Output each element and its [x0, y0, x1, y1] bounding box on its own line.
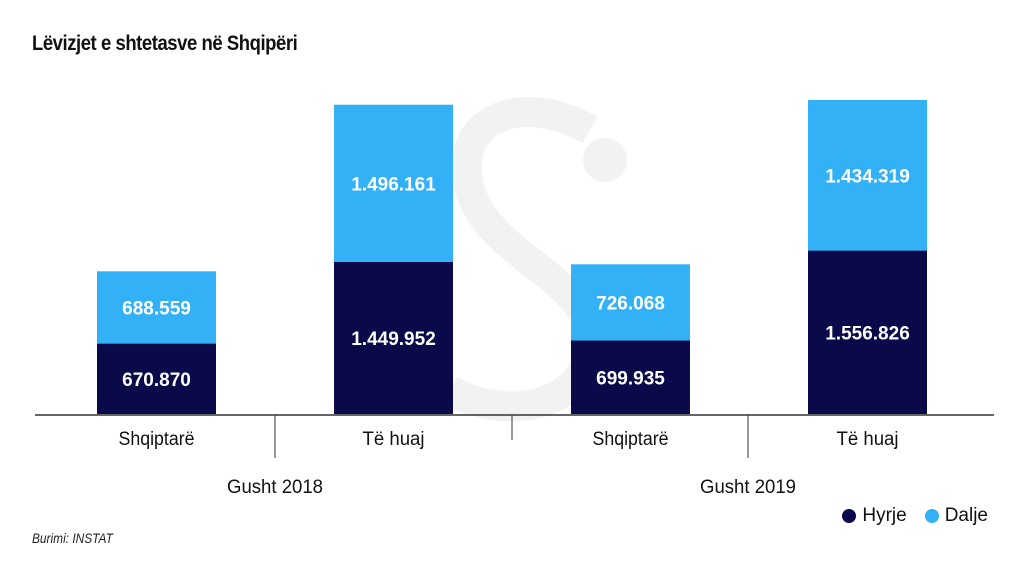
data-label: 670.870 [122, 370, 191, 391]
x-tick-label: Shqiptarë [593, 429, 669, 450]
data-label: 1.434.319 [825, 166, 910, 187]
watermark-dot [583, 138, 627, 182]
data-label: 726.068 [596, 293, 665, 314]
legend-item-hyrje: Hyrje [842, 505, 907, 527]
legend-label: Dalje [944, 505, 988, 526]
data-label: 688.559 [122, 298, 191, 319]
bar-hyrje [571, 340, 690, 414]
data-label: 699.935 [596, 368, 665, 389]
x-tick-label: Të huaj [837, 429, 899, 450]
group-label: Gusht 2018 [227, 477, 323, 498]
legend-label: Hyrje [862, 505, 907, 526]
legend-dot-dalje [924, 509, 939, 523]
legend: Hyrje Dalje [824, 505, 988, 527]
watermark-logo [442, 97, 627, 422]
legend-dot-hyrje [842, 509, 857, 523]
x-tick-label: Shqiptarë [119, 429, 195, 450]
chart-title: Lëvizjet e shtetasve në Shqipëri [32, 32, 298, 55]
bar-dalje [334, 104, 453, 262]
bar-hyrje [97, 343, 216, 414]
bar-hyrje [334, 261, 453, 414]
watermark-shape [442, 97, 606, 422]
data-label: 1.496.161 [351, 174, 436, 195]
data-label: 1.449.952 [351, 329, 436, 350]
bar-dalje [97, 271, 216, 344]
group-label: Gusht 2019 [700, 477, 796, 498]
x-tick-label: Të huaj [363, 429, 425, 450]
legend-item-dalje: Dalje [924, 505, 988, 527]
source-note: Burimi: INSTAT [32, 530, 113, 546]
bar-hyrje [808, 250, 927, 414]
bar-dalje [571, 264, 690, 341]
bar-dalje [808, 100, 927, 251]
data-label: 1.556.826 [825, 323, 910, 344]
